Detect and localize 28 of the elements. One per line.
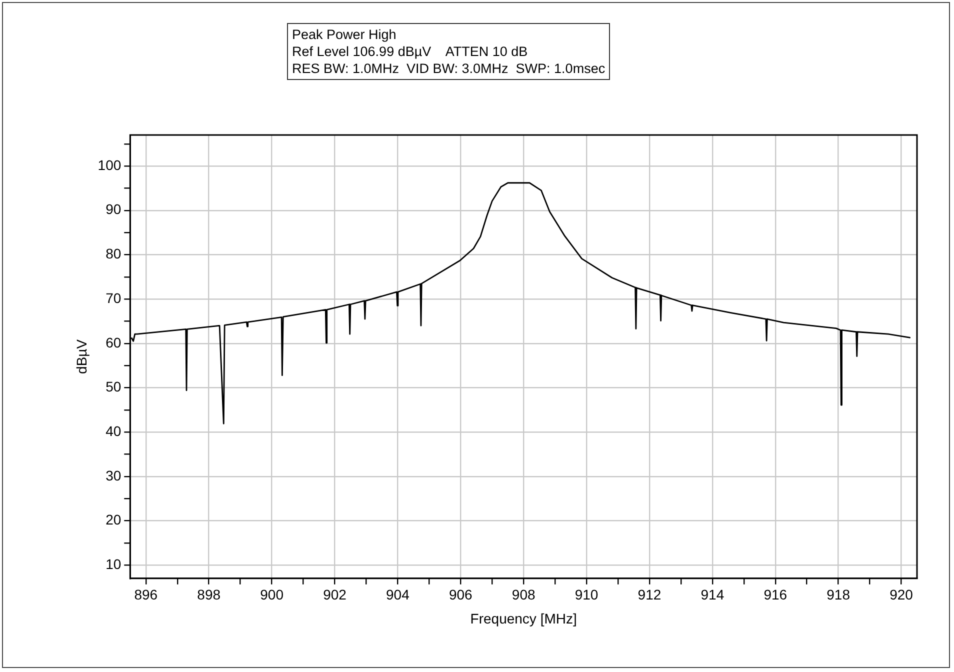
x-tick-label: 906 — [448, 586, 473, 603]
text: RES BW: 1.0MHz VID BW: 3.0MHz SWP: 1.0msec — [292, 60, 606, 77]
y-tick-label: 40 — [106, 422, 122, 439]
y-tick-label: 80 — [106, 246, 122, 262]
x-tick-label: 908 — [512, 586, 536, 603]
chart-subtitle: Ref Level 106.99 dBµV ATTEN 10 dB — [292, 43, 529, 60]
y-axis-title: dBµV — [73, 338, 90, 374]
y-tick-label: 10 — [106, 556, 122, 572]
y-tick-label: 60 — [106, 334, 122, 350]
x-tick-label: 898 — [197, 586, 221, 603]
x-tick-label: 896 — [134, 586, 158, 603]
y-tick-label: 50 — [106, 378, 122, 395]
x-tick-label: 910 — [574, 586, 598, 603]
x-tick-label: 912 — [638, 586, 662, 603]
y-tick-label: 30 — [106, 467, 122, 484]
x-tick-label: 916 — [764, 586, 788, 603]
x-tick-label: 918 — [826, 586, 850, 603]
x-axis-title: Frequency [MHz] — [470, 610, 577, 626]
y-tick-label: 70 — [106, 290, 122, 306]
chart-title: Peak Power High — [292, 26, 398, 43]
x-tick-label: 920 — [890, 586, 914, 603]
y-tick-label: 100 — [98, 156, 122, 173]
x-tick-label: 904 — [386, 586, 410, 603]
x-tick-label: 902 — [323, 586, 347, 603]
y-tick-label: 90 — [106, 201, 122, 218]
x-tick-label: 914 — [700, 586, 724, 603]
x-tick-label: 900 — [260, 586, 284, 603]
y-tick-label: 20 — [106, 512, 122, 528]
